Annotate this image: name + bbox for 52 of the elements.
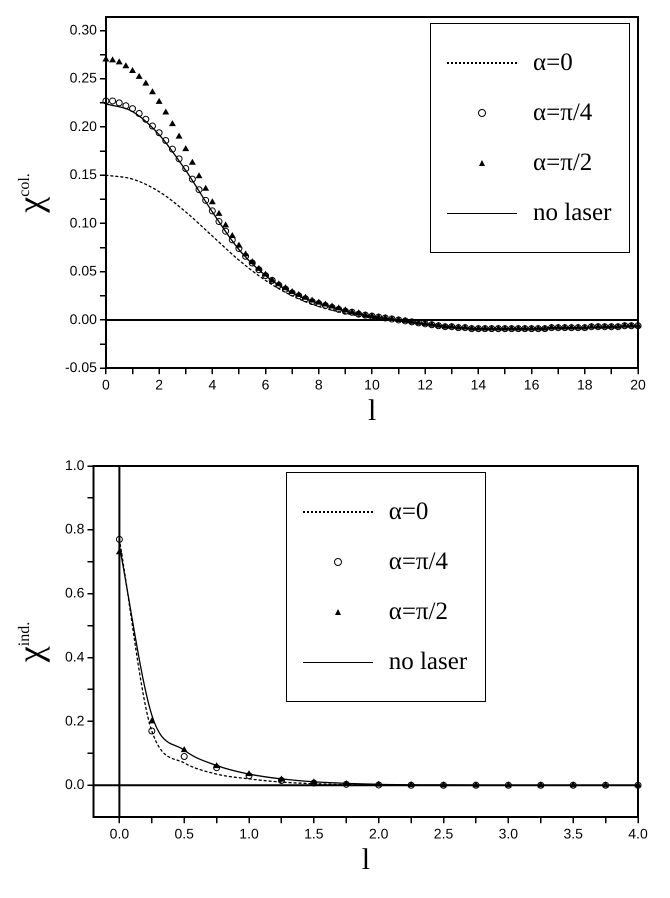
x-tick-label: 4.0 xyxy=(628,825,648,842)
y-tick-label: 0.20 xyxy=(70,118,98,134)
point xyxy=(148,718,155,724)
legend-label: α=π/4 xyxy=(388,548,448,576)
y-tick-label: 1.0 xyxy=(64,456,85,473)
y-tick-label: 0.05 xyxy=(70,262,98,279)
y-tick-label: -0.05 xyxy=(64,359,98,376)
y-tick-label: 0.2 xyxy=(64,712,85,728)
x-tick-label: 1.5 xyxy=(304,825,324,842)
x-tick-label: 3.0 xyxy=(498,825,518,842)
x-axis-title: l xyxy=(362,843,370,878)
x-tick-label: 4 xyxy=(208,376,216,392)
legend-label: α=0 xyxy=(533,49,573,77)
x-tick-label: 8 xyxy=(314,376,323,392)
y-tick-label: 0.0 xyxy=(64,776,85,792)
point xyxy=(116,536,123,543)
legend-label: α=π/4 xyxy=(533,99,592,127)
x-axis-title: l xyxy=(368,394,376,428)
legend-label: α=π/2 xyxy=(533,149,592,177)
y-tick-label: 0.10 xyxy=(70,214,98,230)
x-tick-label: 1.0 xyxy=(239,825,259,842)
legend-label: no laser xyxy=(388,648,468,676)
legend-label: α=0 xyxy=(388,498,428,526)
x-tick-label: 2.5 xyxy=(434,825,454,842)
x-tick-label: 18 xyxy=(577,376,593,392)
y-tick-label: 0.00 xyxy=(70,310,98,327)
point xyxy=(148,727,156,734)
y-tick-label: 0.8 xyxy=(64,520,85,537)
x-tick-label: 6 xyxy=(262,376,270,392)
x-tick-label: 16 xyxy=(524,376,540,392)
legend-label: no laser xyxy=(533,199,612,227)
x-tick-label: 2.0 xyxy=(368,825,389,842)
y-tick-label: 0.6 xyxy=(64,584,85,601)
point xyxy=(181,746,188,752)
point xyxy=(246,772,253,780)
x-tick-label: 0.5 xyxy=(174,825,194,842)
x-tick-label: 12 xyxy=(417,376,434,392)
y-tick-label: 0.30 xyxy=(70,21,98,38)
x-tick-label: 2 xyxy=(155,376,164,392)
x-tick-label: 0.0 xyxy=(110,825,130,842)
point xyxy=(180,753,188,760)
x-tick-label: 3.5 xyxy=(563,825,584,842)
x-tick-label: 20 xyxy=(630,376,646,392)
point xyxy=(213,764,220,772)
y-tick-label: 0.25 xyxy=(70,70,98,86)
legend-label: α=π/2 xyxy=(388,598,448,626)
y-tick-label: 0.4 xyxy=(64,648,85,664)
x-tick-label: 0 xyxy=(102,376,110,392)
y-tick-label: 0.15 xyxy=(70,166,98,182)
x-tick-label: 10 xyxy=(364,376,380,392)
point xyxy=(310,780,318,787)
x-tick-label: 14 xyxy=(470,376,486,392)
